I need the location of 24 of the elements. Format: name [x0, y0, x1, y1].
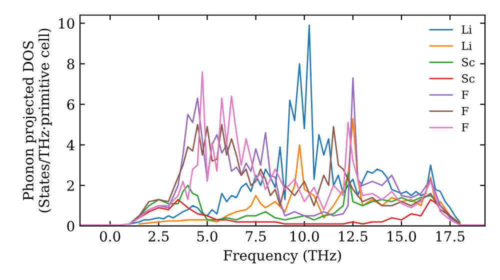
y-tick-label: 2	[67, 180, 74, 191]
legend-label: F	[462, 90, 468, 99]
x-tick-label: 10.0	[290, 231, 319, 242]
x-tick-label: 7.5	[246, 231, 266, 242]
x-tick-label: 12.5	[339, 231, 368, 242]
legend-label: Sc	[462, 74, 474, 83]
x-tick-label: 17.5	[436, 231, 464, 242]
y-tick-label: 6	[67, 99, 74, 110]
line-series	[128, 24, 460, 225]
x-tick-label: 15.0	[388, 231, 416, 242]
y-tick-label: 8	[67, 58, 74, 70]
x-tick-label: 0.0	[100, 231, 120, 242]
x-tick-label: 5.0	[197, 231, 218, 242]
legend-label: F	[462, 107, 468, 116]
y-tick-label: 0	[67, 220, 74, 232]
legend-label: Li	[462, 25, 472, 34]
y-tick-label: 10	[59, 18, 74, 29]
legend-label: Li	[462, 42, 472, 50]
legend-label: F	[462, 123, 468, 132]
y-tick-label: 4	[66, 140, 74, 150]
x-tick-label: 2.5	[148, 231, 169, 242]
legend-label: Sc	[462, 58, 474, 66]
x-axis-title: Frequency (THz)	[224, 250, 341, 264]
y-axis-title: Phonon projected DOS (States/THz·primitive cell)	[22, 28, 52, 212]
